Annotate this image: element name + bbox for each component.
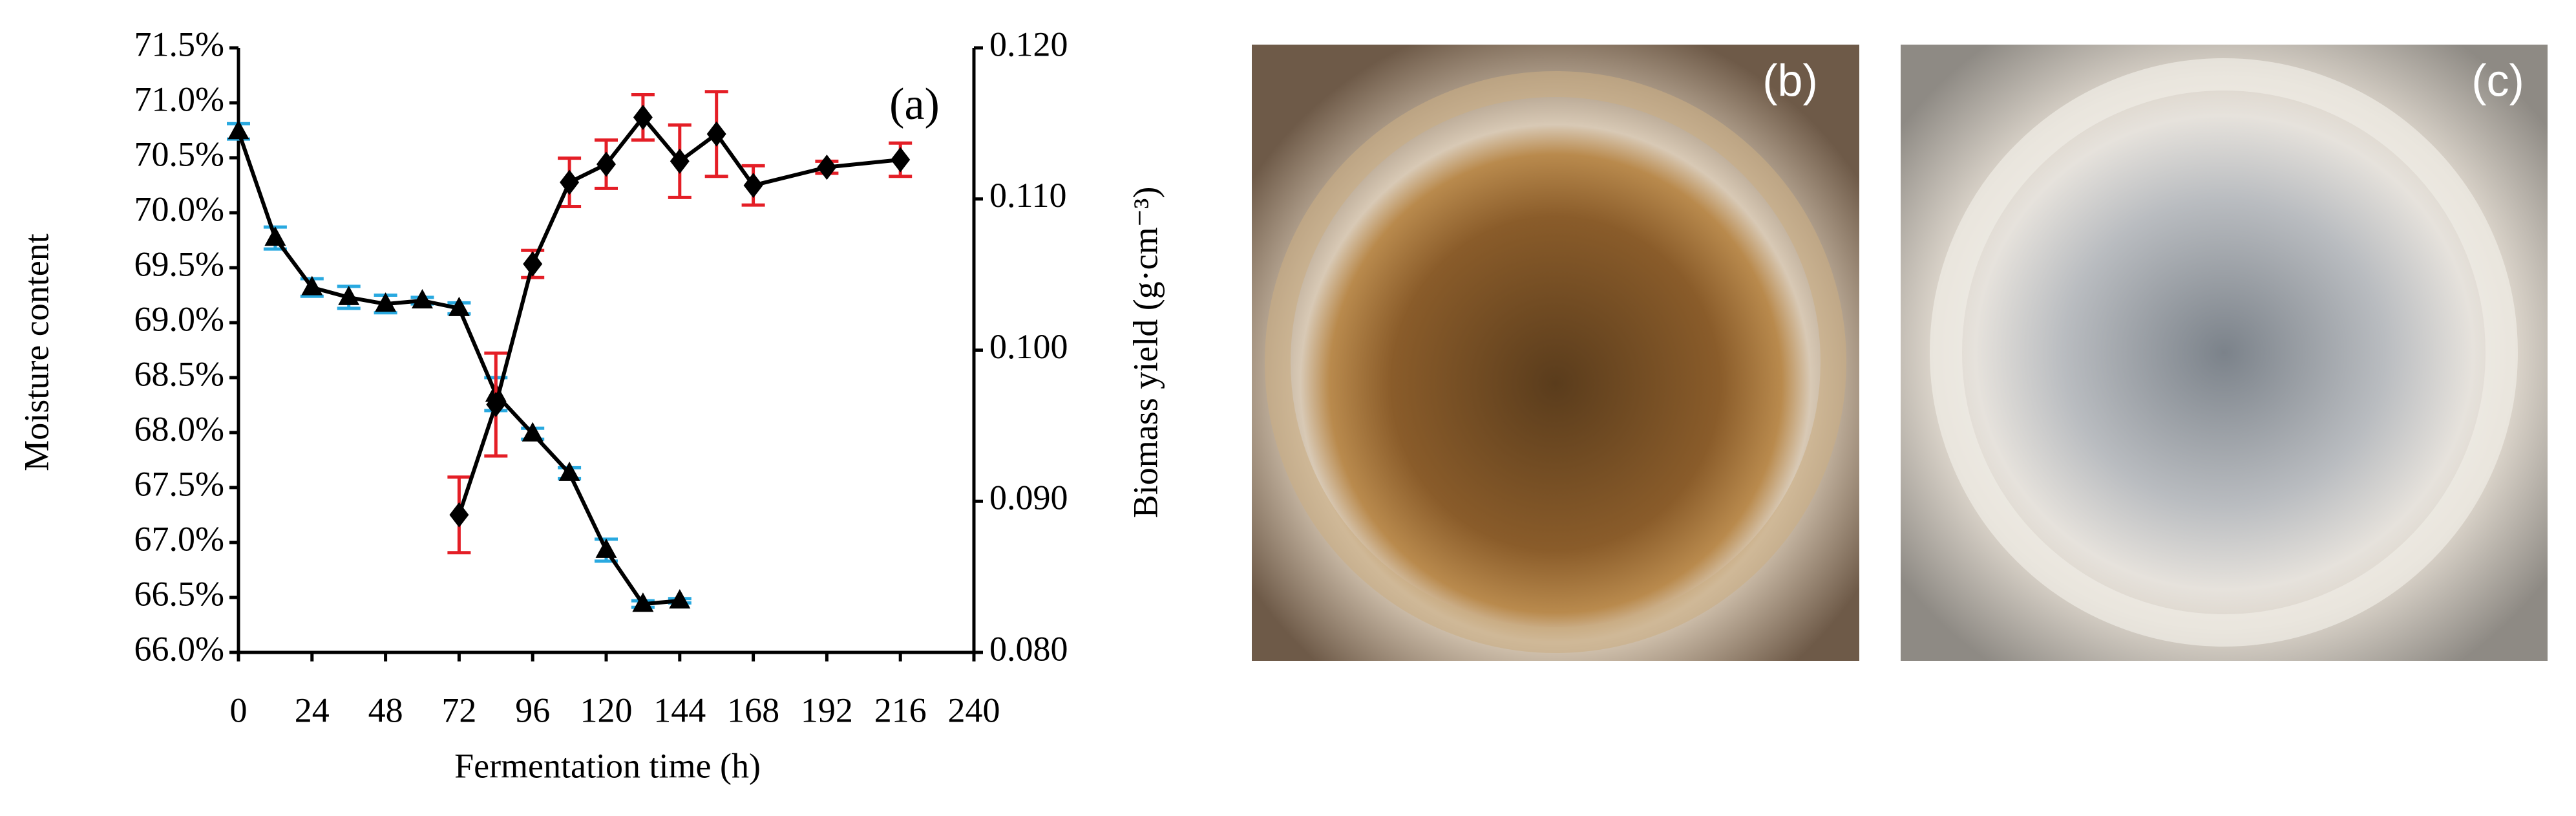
marker [595,538,617,558]
y2-axis-label: Biomass yield (g·cm⁻³) [1126,187,1165,519]
y2-tick-label: 0.110 [989,176,1067,215]
x-axis-label: Fermentation time (h) [454,746,761,785]
x-tick-label: 192 [801,691,853,729]
x-tick-label: 0 [230,691,248,729]
y2-tick-label: 0.080 [989,629,1068,668]
y-tick-label: 69.5% [134,244,224,283]
y-tick-label: 66.5% [134,574,224,613]
y-tick-label: 69.0% [134,299,224,338]
x-tick-label: 144 [653,691,706,729]
marker [891,147,911,173]
marker [375,292,397,312]
y-tick-label: 67.5% [134,464,224,503]
y-tick-label: 70.0% [134,189,224,228]
x-tick-label: 96 [515,691,550,729]
x-tick-label: 24 [295,691,330,729]
marker [817,155,837,180]
x-tick-label: 72 [441,691,476,729]
marker [301,275,323,295]
marker [560,169,580,195]
marker [633,105,653,131]
marker [632,592,654,612]
y2-tick-label: 0.100 [989,327,1068,366]
y-tick-label: 66.0% [134,629,224,668]
marker [448,296,470,316]
chart-annotation: (a) [889,80,940,129]
y-tick-label: 67.0% [134,519,224,558]
y2-tick-label: 0.120 [989,25,1068,63]
marker [449,502,469,528]
marker [264,226,286,246]
marker [523,251,543,277]
x-tick-label: 168 [727,691,779,729]
y-axis-label: Moisture content [17,233,56,471]
marker [669,589,691,609]
marker [338,285,360,305]
marker [670,148,690,174]
marker [743,173,763,199]
marker [227,120,249,140]
marker [558,461,580,481]
y-tick-label: 68.5% [134,354,224,393]
x-tick-label: 216 [874,691,927,729]
marker [596,151,616,177]
photo-c: (c) [1901,45,2548,661]
photo-label: (c) [2471,55,2524,105]
x-tick-label: 48 [368,691,403,729]
photo-b: (b) [1252,45,1859,661]
marker [486,392,506,418]
y2-tick-label: 0.090 [989,478,1068,517]
photo-label: (b) [1762,55,1818,105]
y-tick-label: 70.5% [134,134,224,173]
marker [706,121,726,147]
x-tick-label: 120 [580,691,633,729]
y-tick-label: 68.0% [134,409,224,448]
marker [412,289,433,308]
marker [522,422,544,442]
y-tick-label: 71.5% [134,25,224,63]
y-tick-label: 71.0% [134,80,224,118]
x-tick-label: 240 [948,691,1000,729]
